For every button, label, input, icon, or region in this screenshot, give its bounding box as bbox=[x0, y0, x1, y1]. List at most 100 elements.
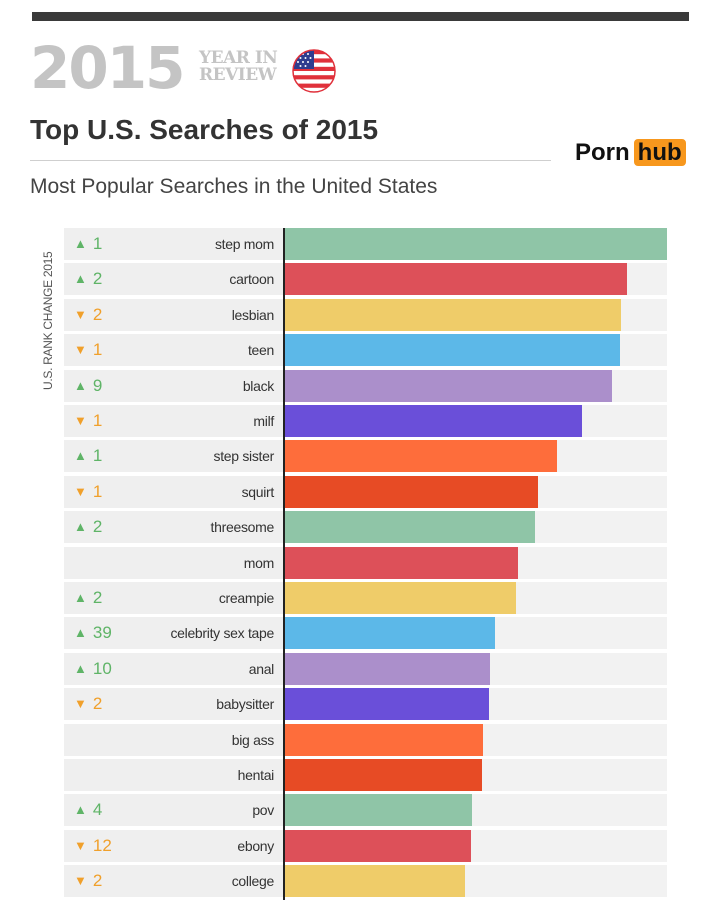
year-in-review-label: YEAR IN REVIEW bbox=[199, 48, 278, 85]
bar bbox=[283, 440, 557, 473]
bar bbox=[283, 759, 482, 791]
triangle-up-icon: ▲ bbox=[74, 448, 87, 464]
rank-change-label: ▼ 2 bbox=[74, 692, 102, 717]
category-label: step sister bbox=[213, 448, 275, 465]
chart-row: ▼ 12 ebony bbox=[64, 829, 667, 862]
triangle-up-icon: ▲ bbox=[74, 236, 87, 251]
logo-left-text: Porn bbox=[575, 139, 630, 166]
chart-row: ▲ 1 step sister bbox=[64, 440, 667, 473]
category-label: hentai bbox=[237, 767, 275, 783]
title-divider bbox=[30, 160, 551, 161]
category-label: pov bbox=[252, 802, 274, 819]
bar bbox=[283, 511, 536, 544]
top-rule bbox=[32, 12, 689, 21]
chart-row: mom bbox=[64, 546, 667, 579]
rank-change-value: 2 bbox=[92, 588, 103, 607]
bar bbox=[283, 829, 471, 862]
category-label: ebony bbox=[237, 837, 274, 854]
category-label: teen bbox=[247, 342, 274, 359]
bar bbox=[283, 652, 490, 685]
year-in-text: YEAR IN bbox=[199, 48, 278, 68]
triangle-down-icon: ▼ bbox=[74, 483, 87, 499]
chart-row: ▲ 39 celebrity sex tape bbox=[64, 617, 667, 650]
rank-change-value: 1 bbox=[92, 234, 103, 253]
rank-change-label: ▲ 10 bbox=[74, 657, 112, 682]
rank-change-value: 1 bbox=[92, 481, 103, 501]
category-label: anal bbox=[248, 660, 275, 677]
pornhub-logo: Porn hub bbox=[575, 138, 686, 168]
triangle-up-icon: ▲ bbox=[74, 660, 87, 676]
chart-row: ▼ 1 teen bbox=[64, 334, 667, 367]
chart-row: big ass bbox=[64, 723, 667, 756]
rank-change-value: 10 bbox=[92, 658, 112, 678]
bar bbox=[283, 298, 621, 331]
rank-change-label: ▲ 4 bbox=[74, 798, 102, 823]
review-text: REVIEW bbox=[199, 65, 277, 85]
rank-change-label: ▼ 1 bbox=[74, 480, 102, 505]
triangle-up-icon: ▲ bbox=[74, 519, 87, 535]
logo-right-text: hub bbox=[633, 139, 686, 166]
rank-change-value: 2 bbox=[92, 269, 103, 289]
rank-change-label: ▼ 12 bbox=[74, 834, 112, 859]
category-label: black bbox=[242, 377, 274, 394]
bar bbox=[283, 334, 621, 367]
bar-chart: ▲ 1 step mom ▲ 2 cartoon ▼ 2 lesbian ▼ 1 teen ▲ 9 blac… bbox=[64, 228, 667, 900]
category-label: mom bbox=[243, 554, 275, 571]
bar bbox=[283, 688, 490, 721]
chart-row: ▲ 1 step mom bbox=[64, 228, 667, 260]
bar bbox=[283, 723, 484, 756]
rank-change-label: ▼ 2 bbox=[74, 869, 102, 894]
rank-change-value: 4 bbox=[92, 800, 103, 820]
rank-change-label: ▲ 2 bbox=[74, 586, 102, 611]
chart-row: ▲ 10 anal bbox=[64, 652, 667, 685]
rank-change-label: ▲ 39 bbox=[74, 621, 112, 646]
chart-row: ▼ 1 squirt bbox=[64, 475, 667, 508]
triangle-up-icon: ▲ bbox=[74, 271, 87, 287]
axis-label: U.S. RANK CHANGE 2015 bbox=[41, 251, 55, 390]
bar bbox=[283, 405, 582, 437]
chart-row: ▲ 9 black bbox=[64, 369, 667, 402]
chart-row: ▲ 2 threesome bbox=[64, 511, 667, 544]
triangle-down-icon: ▼ bbox=[74, 873, 87, 889]
year-heading: 2015 bbox=[30, 34, 185, 102]
rank-change-label: ▲ 1 bbox=[74, 232, 102, 257]
rank-change-value: 39 bbox=[92, 623, 112, 643]
rank-change-label: ▼ 1 bbox=[74, 338, 102, 363]
bar bbox=[283, 582, 516, 614]
rank-change-value: 12 bbox=[92, 835, 112, 855]
triangle-down-icon: ▼ bbox=[74, 696, 87, 712]
rank-change-value: 1 bbox=[92, 446, 103, 466]
bar bbox=[283, 865, 465, 898]
bar bbox=[283, 369, 613, 402]
chart-title: Top U.S. Searches of 2015 bbox=[30, 114, 379, 145]
rank-change-value: 1 bbox=[92, 411, 103, 430]
rank-change-label: ▲ 1 bbox=[74, 444, 102, 469]
us-flag-icon bbox=[292, 49, 336, 93]
bar bbox=[283, 617, 495, 650]
rank-change-label: ▲ 2 bbox=[74, 515, 102, 540]
rank-change-label: ▲ 2 bbox=[74, 267, 102, 292]
category-label: celebrity sex tape bbox=[170, 625, 274, 642]
category-label: squirt bbox=[241, 483, 275, 500]
chart-row: ▼ 2 lesbian bbox=[64, 298, 667, 331]
chart-row: ▲ 2 creampie bbox=[64, 582, 667, 614]
chart-baseline bbox=[283, 228, 285, 900]
chart-row: ▲ 2 cartoon bbox=[64, 263, 667, 296]
bar bbox=[283, 228, 667, 260]
rank-change-value: 2 bbox=[92, 694, 103, 714]
category-label: big ass bbox=[231, 731, 275, 748]
triangle-down-icon: ▼ bbox=[74, 837, 87, 853]
triangle-up-icon: ▲ bbox=[74, 625, 87, 641]
category-label: creampie bbox=[218, 590, 274, 606]
rank-change-label: ▼ 2 bbox=[74, 303, 102, 328]
category-label: lesbian bbox=[231, 306, 275, 323]
triangle-up-icon: ▲ bbox=[74, 377, 87, 393]
triangle-down-icon: ▼ bbox=[74, 306, 87, 322]
rank-change-value: 2 bbox=[92, 871, 103, 891]
rank-change-value: 9 bbox=[92, 375, 103, 395]
category-label: babysitter bbox=[216, 696, 274, 713]
category-label: college bbox=[231, 873, 275, 890]
bar bbox=[283, 794, 472, 827]
category-label: cartoon bbox=[229, 271, 274, 288]
chart-subtitle: Most Popular Searches in the United Stat… bbox=[30, 175, 438, 198]
